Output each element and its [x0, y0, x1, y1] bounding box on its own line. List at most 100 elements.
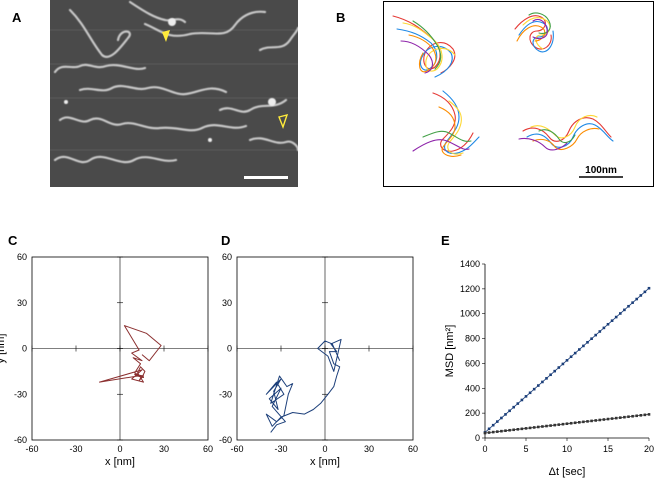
data-point [623, 415, 626, 419]
data-point [569, 355, 573, 359]
trajectory-chart-c: -60 -30 0 30 60 60 30 0 -30 -60 x [nm] y [nm] [0, 252, 213, 468]
x-tick-label: 20 [644, 444, 654, 454]
data-point [487, 427, 491, 431]
data-point [586, 420, 589, 423]
trajectory-line [265, 338, 342, 433]
data-point [619, 416, 622, 419]
data-point [500, 416, 503, 420]
y-tick-label: 200 [465, 408, 480, 418]
data-point [537, 425, 540, 429]
data-point [573, 351, 577, 355]
data-point [557, 366, 561, 369]
data-point [520, 427, 524, 431]
data-point [557, 423, 561, 426]
data-point [512, 428, 515, 432]
y-tick-label: 600 [465, 358, 480, 368]
y-axis-label: MSD [nm²] [444, 325, 456, 378]
open-arrowhead-icon [278, 114, 289, 130]
x-tick-label: -60 [25, 444, 38, 454]
data-point [549, 373, 552, 377]
y-tick-label: -30 [219, 389, 232, 399]
scale-bar [244, 176, 288, 179]
y-tick-label: 0 [475, 433, 480, 443]
y-tick-label: 60 [222, 252, 232, 262]
data-point [553, 423, 556, 427]
y-tick-label: 800 [465, 334, 480, 344]
y-tick-label: 400 [465, 383, 480, 393]
data-point [569, 421, 573, 425]
data-point [532, 426, 536, 429]
data-point [582, 420, 585, 424]
x-tick-label: 10 [562, 444, 572, 454]
data-point [573, 421, 577, 425]
panel-letter-b: B [336, 10, 346, 25]
data-point [496, 420, 499, 423]
data-point [528, 426, 532, 430]
x-axis-label: x [nm] [310, 456, 340, 468]
data-point [541, 380, 544, 384]
data-point [532, 387, 536, 391]
x-tick-label: -30 [69, 444, 82, 454]
data-point [586, 341, 589, 344]
x-tick-label: 60 [408, 444, 418, 454]
data-point [528, 391, 532, 395]
data-point [520, 398, 524, 402]
data-point [631, 414, 634, 418]
x-tick-label: -60 [230, 444, 243, 454]
data-point [483, 431, 487, 435]
data-point [537, 384, 540, 387]
scale-label-b: 100nm [585, 165, 617, 176]
data-point [606, 417, 610, 421]
y-tick-label: 60 [17, 252, 27, 262]
data-point [549, 424, 552, 427]
traces-panel: 100nm [383, 1, 654, 188]
panel-letter-e: E [441, 233, 450, 248]
y-tick-label: 0 [227, 344, 232, 354]
y-tick-label: -30 [14, 389, 27, 399]
data-point [590, 419, 593, 423]
data-point [500, 429, 503, 433]
filled-arrowhead-icon [162, 30, 170, 42]
data-point [623, 308, 626, 312]
data-point [602, 418, 606, 421]
data-point [614, 315, 618, 319]
data-point [627, 415, 630, 419]
data-point [643, 413, 647, 417]
data-point [541, 425, 544, 428]
y-tick-label: 30 [17, 298, 27, 308]
data-point [647, 286, 651, 290]
x-tick-label: 30 [364, 444, 374, 454]
data-point [504, 413, 507, 416]
data-point [545, 424, 548, 428]
data-point [578, 421, 581, 424]
x-axis-label: Δt [sec] [549, 466, 586, 478]
x-tick-label: -30 [274, 444, 287, 454]
data-point [504, 429, 507, 432]
data-point [553, 369, 556, 373]
data-point [524, 427, 528, 430]
panel-letter-c: C [8, 233, 18, 248]
data-point [508, 428, 511, 432]
data-point [508, 409, 511, 413]
data-point [639, 294, 643, 297]
data-point [639, 414, 643, 417]
data-point [627, 304, 630, 308]
y-tick-label: 30 [222, 298, 232, 308]
data-point [598, 418, 602, 422]
data-point [524, 395, 528, 398]
data-point [602, 326, 606, 330]
data-point [565, 359, 569, 362]
y-tick-label: 1000 [460, 309, 480, 319]
x-tick-label: 60 [203, 444, 213, 454]
data-point [594, 419, 597, 422]
data-point [496, 430, 499, 433]
x-tick-label: 0 [117, 444, 122, 454]
data-point [594, 333, 597, 337]
x-tick-label: 5 [523, 444, 528, 454]
y-tick-label: -60 [14, 435, 27, 445]
panel-letter-a: A [12, 10, 22, 25]
y-tick-label: -60 [219, 435, 232, 445]
data-point [582, 344, 585, 348]
